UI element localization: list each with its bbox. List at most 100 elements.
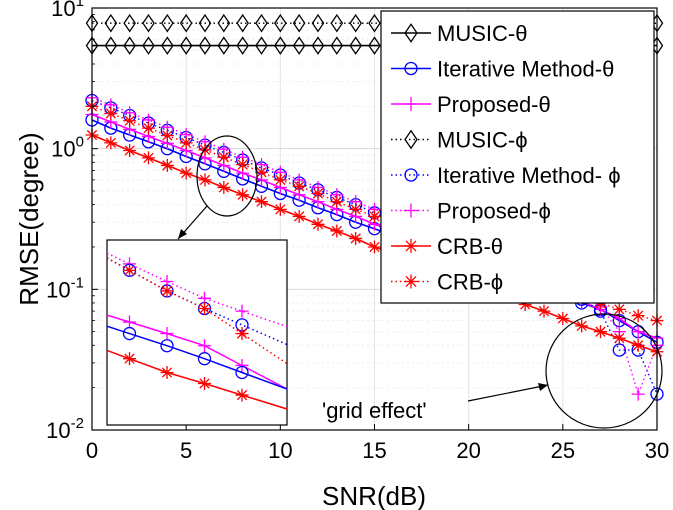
data-point-music-theta	[292, 36, 306, 55]
legend-swatch-marker	[404, 239, 418, 253]
data-point-music-theta	[217, 36, 231, 55]
data-point-music-theta	[179, 36, 193, 55]
legend-label: MUSIC-ϕ	[437, 128, 528, 153]
inset-point-proposed-theta	[123, 315, 136, 329]
legend-entry-crb-theta: CRB-θ	[391, 234, 503, 259]
legend-entry-iterative-method-theta: Iterative Method-θ	[391, 57, 614, 82]
legend: MUSIC-θ Iterative Method-θ Proposed-θ MUSIC…	[380, 10, 655, 304]
legend-entry-music-theta: MUSIC-θ	[391, 21, 527, 46]
data-point-music-phi	[292, 13, 306, 33]
data-point-music-theta	[104, 36, 118, 55]
data-point-music-phi	[236, 13, 249, 33]
data-point-crb-theta	[179, 166, 193, 180]
legend-box	[380, 10, 655, 304]
legend-label: Proposed-ϕ	[437, 199, 551, 224]
highlight-ellipse-mid	[196, 135, 258, 217]
inset-series-crb-phi	[106, 257, 288, 365]
data-point-crb-theta	[273, 202, 287, 216]
inset-point-crb-theta	[160, 365, 174, 379]
data-point-crb-theta	[330, 224, 344, 238]
inset-point-crb-theta	[198, 376, 211, 390]
data-point-crb-theta	[631, 338, 645, 352]
data-point-music-phi	[104, 13, 118, 33]
legend-swatch-marker	[404, 168, 418, 182]
inset-series-proposed-theta	[106, 314, 288, 390]
data-point-proposed-phi	[631, 387, 645, 401]
legend-label: Iterative Method-θ	[437, 57, 614, 82]
data-point-music-phi	[255, 13, 268, 33]
data-point-crb-theta	[198, 173, 212, 187]
data-point-music-theta	[236, 36, 249, 55]
x-tick-label-4: 20	[456, 438, 480, 463]
data-point-crb-phi	[349, 202, 363, 216]
inset-series-layer	[106, 252, 288, 410]
data-point-crb-phi	[368, 209, 381, 223]
data-point-crb-phi	[292, 179, 306, 193]
inset-point-proposed-phi	[235, 304, 249, 318]
legend-swatch-marker	[404, 23, 418, 43]
data-point-crb-phi	[255, 165, 268, 179]
legend-swatch-marker	[404, 203, 418, 218]
grid-effect-arrow	[467, 384, 549, 402]
x-tick-label-0: 0	[86, 438, 98, 463]
data-point-music-theta	[368, 36, 381, 55]
inset-point-proposed-theta	[198, 339, 211, 353]
data-point-crb-phi	[330, 195, 344, 209]
inset-series-crb-theta	[106, 349, 288, 410]
x-tick-label-6: 30	[645, 438, 669, 463]
inset-point-proposed-theta	[235, 358, 249, 372]
data-point-crb-phi	[142, 121, 155, 135]
data-point-music-phi	[217, 13, 231, 33]
data-point-music-phi	[142, 13, 155, 33]
inset-frame	[106, 239, 288, 426]
inset-point-iterative-method-theta	[122, 326, 137, 341]
legend-entries: MUSIC-θ Iterative Method-θ Proposed-θ MUSIC…	[391, 21, 621, 295]
data-point-crb-phi	[198, 143, 212, 157]
axis-ticks: 0 5 10 15 20 25 30 10-2 10-1 100 101	[46, 0, 669, 463]
data-point-music-theta	[161, 36, 174, 55]
data-point-crb-phi	[217, 150, 231, 164]
data-point-crb-theta	[292, 209, 306, 223]
inset-point-crb-phi	[235, 327, 249, 341]
data-point-music-theta	[255, 36, 268, 55]
inset-point-iterative-method-theta	[235, 365, 249, 380]
data-point-music-theta	[142, 36, 155, 55]
data-point-music-phi	[368, 13, 381, 33]
data-point-crb-phi	[179, 136, 193, 150]
data-point-crb-theta	[349, 231, 363, 245]
legend-entry-crb-phi: CRB-ϕ	[391, 270, 503, 295]
y-tick-label-0: 10-2	[46, 415, 84, 443]
x-tick-label-3: 15	[362, 438, 386, 463]
inset-point-proposed-theta	[160, 327, 174, 341]
x-tick-label-5: 25	[551, 438, 575, 463]
legend-swatch-marker	[404, 129, 418, 150]
legend-label: CRB-θ	[437, 234, 503, 259]
grid-effect-arrowhead	[538, 383, 548, 391]
inset-line-proposed-theta	[106, 314, 288, 390]
inset-point-crb-phi	[123, 263, 136, 277]
data-point-crb-phi	[123, 114, 137, 128]
inset-point-iterative-method-theta	[197, 352, 212, 366]
data-point-music-phi	[330, 13, 344, 33]
legend-entry-proposed-phi: Proposed-ϕ	[391, 199, 551, 224]
legend-label: Proposed-θ	[437, 92, 551, 117]
data-point-music-phi	[161, 13, 174, 33]
data-point-music-phi	[198, 13, 212, 33]
data-point-crb-theta	[575, 319, 589, 333]
data-point-crb-phi	[311, 187, 325, 201]
inset-point-crb-theta	[235, 388, 249, 402]
inset-point-crb-theta	[123, 352, 136, 366]
data-point-crb-theta	[368, 240, 381, 254]
legend-label: MUSIC-θ	[437, 21, 527, 46]
data-point-crb-theta	[160, 158, 174, 172]
data-point-crb-theta	[518, 298, 532, 312]
data-point-crb-theta	[556, 312, 570, 326]
data-point-music-theta	[123, 36, 136, 55]
data-point-crb-phi	[236, 158, 250, 172]
data-point-crb-theta	[217, 180, 231, 194]
data-point-crb-phi	[631, 309, 645, 323]
inset-point-crb-phi	[198, 302, 211, 316]
legend-label: CRB-ϕ	[437, 270, 503, 295]
legend-label: Iterative Method- ϕ	[437, 163, 621, 188]
